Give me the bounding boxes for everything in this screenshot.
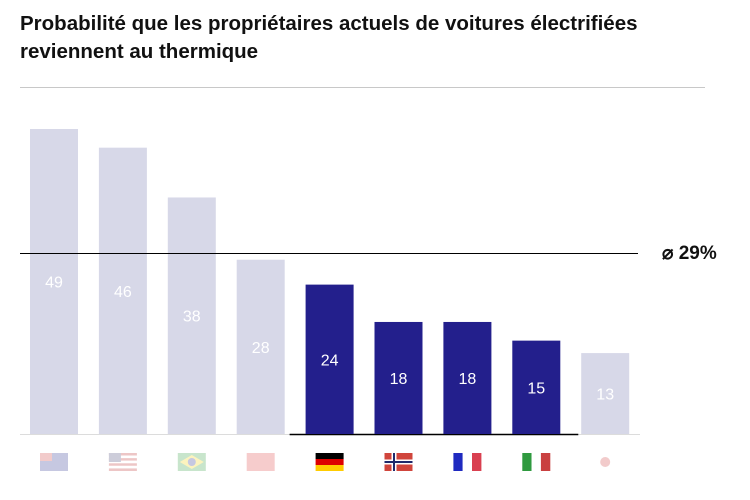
bar-value-label: 24 bbox=[321, 352, 339, 369]
bar bbox=[30, 129, 78, 434]
bar bbox=[512, 340, 561, 434]
bar bbox=[443, 321, 492, 434]
bar bbox=[581, 353, 630, 434]
usa-flag-icon bbox=[108, 453, 137, 471]
australia-flag-icon bbox=[40, 453, 68, 471]
title-divider bbox=[20, 87, 705, 88]
japan-flag-icon bbox=[591, 453, 620, 471]
bar bbox=[236, 259, 285, 434]
bar bbox=[305, 284, 354, 434]
italy-flag-icon bbox=[522, 453, 551, 471]
bar bbox=[98, 147, 147, 434]
bar bbox=[374, 321, 423, 434]
bar-value-label: 13 bbox=[596, 387, 614, 404]
norway-flag-icon bbox=[384, 453, 413, 471]
bar-value-label: 18 bbox=[390, 371, 408, 388]
china-flag-icon bbox=[246, 453, 275, 471]
bar-value-label: 46 bbox=[114, 284, 132, 301]
bar bbox=[167, 197, 216, 434]
brazil-flag-icon bbox=[177, 453, 206, 471]
bar-value-label: 18 bbox=[459, 371, 477, 388]
chart-title: Probabilité que les propriétaires actuel… bbox=[20, 12, 638, 63]
france-flag-icon bbox=[453, 453, 482, 471]
average-label: ⌀ 29% bbox=[662, 243, 717, 264]
bar-value-label: 15 bbox=[527, 380, 545, 397]
bar-value-label: 28 bbox=[252, 340, 270, 357]
germany-flag-icon bbox=[315, 453, 344, 471]
bar-value-label: 38 bbox=[183, 309, 201, 326]
bar-value-label: 49 bbox=[45, 275, 63, 292]
